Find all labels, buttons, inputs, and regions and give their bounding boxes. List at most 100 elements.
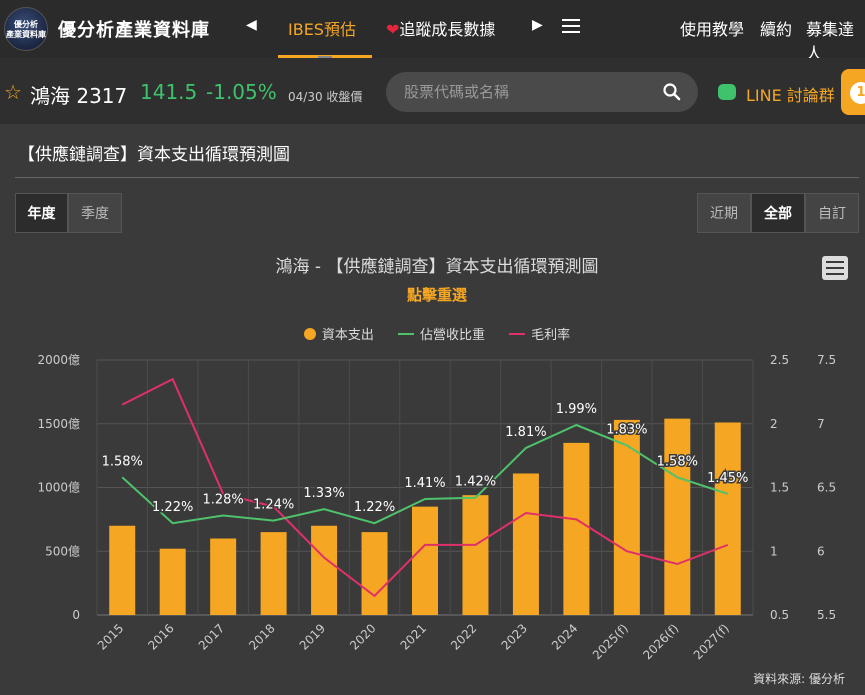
renew-link[interactable]: 續約	[760, 20, 793, 39]
period-yearly-button[interactable]: 年度	[15, 193, 68, 233]
y-right1-tick-label: 2.5	[770, 353, 789, 367]
x-tick-label: 2018	[246, 621, 277, 652]
stock-price: 141.5	[140, 80, 198, 104]
x-tick-label: 2015	[95, 621, 126, 652]
section-title: 【供應鏈調查】資本支出循環預測圖	[18, 145, 290, 165]
nav-next-arrow-icon[interactable]: ▶	[532, 17, 543, 33]
revenue-ratio-data-label: 1.45%	[707, 471, 748, 486]
capex-bar	[109, 525, 136, 615]
y-left-tick-label: 0	[72, 608, 80, 622]
x-tick-label: 2026(f)	[640, 621, 681, 662]
y-left-tick-label: 500億	[45, 544, 80, 558]
capex-bar	[462, 495, 489, 615]
quote-bar: ☆ 鴻海 2317 141.5 -1.05% 04/30 收盤價 股票代碼或名稱…	[0, 58, 865, 124]
recruit-link[interactable]: 募集達人	[806, 20, 855, 63]
revenue-ratio-data-label: 1.58%	[657, 454, 698, 469]
y-right1-tick-label: 0.5	[770, 608, 789, 622]
gross-margin-line	[121, 377, 729, 598]
coin-icon: 1	[850, 82, 865, 104]
range-recent-button[interactable]: 近期	[697, 193, 751, 233]
capex-bar	[664, 418, 691, 615]
range-custom-button[interactable]: 自訂	[805, 193, 859, 233]
close-price-label: 04/30 收盤價	[288, 90, 363, 104]
y-right2-tick-label: 7.5	[817, 353, 836, 367]
capex-bar	[311, 525, 338, 615]
x-tick-label: 2024	[549, 621, 580, 652]
y-left-tick-label: 1000億	[37, 481, 80, 495]
legend-revenue-ratio-label: 佔營收比重	[419, 328, 485, 343]
y-right2-tick-label: 7	[817, 417, 825, 431]
nav-prev-arrow-icon[interactable]: ◀	[246, 17, 257, 33]
revenue-ratio-data-label: 1.42%	[455, 475, 496, 490]
revenue-ratio-data-label: 1.22%	[354, 500, 395, 515]
chart-title: 鴻海 - 【供應鏈調查】資本支出循環預測圖	[275, 257, 599, 277]
tab-ibes[interactable]: IBES預估	[288, 20, 356, 39]
line-chat-icon[interactable]	[718, 84, 736, 100]
y-left-tick-label: 2000億	[37, 353, 80, 367]
data-source-label: 資料來源: 優分析	[753, 672, 845, 686]
period-quarterly-button[interactable]: 季度	[68, 193, 122, 233]
revenue-ratio-data-label: 1.83%	[606, 422, 647, 437]
revenue-ratio-data-label: 1.22%	[152, 500, 193, 515]
x-tick-label: 2016	[145, 621, 176, 652]
revenue-ratio-data-label: 1.99%	[556, 402, 597, 417]
revenue-ratio-data-label: 1.33%	[303, 486, 344, 501]
capex-bar	[412, 506, 438, 615]
star-icon[interactable]: ☆	[4, 80, 22, 104]
points-badge[interactable]: 1	[841, 69, 865, 115]
x-tick-label: 2025(f)	[590, 621, 631, 662]
x-tick-label: 2019	[297, 621, 328, 652]
revenue-ratio-data-label: 1.24%	[253, 498, 294, 513]
site-logo[interactable]: 優分析 產業資料庫	[4, 7, 48, 51]
chart-menu-icon[interactable]	[822, 256, 848, 280]
capex-cycle-chart: 0 500億 1000億 1500億 2000億 0.5 1 1.5 2 2.5 5.5 6 6.5 7 7…	[37, 353, 836, 662]
revenue-ratio-data-label: 1.58%	[102, 454, 143, 469]
tab-tracking[interactable]: ❤追蹤成長數據	[386, 16, 495, 40]
y-right2-tick-label: 6	[817, 544, 825, 558]
chart-reset-link[interactable]: 點擊重選	[406, 286, 467, 304]
heart-icon: ❤	[386, 20, 400, 39]
tutorial-link[interactable]: 使用教學	[680, 20, 745, 39]
chart-legend: 資本支出 佔營收比重 毛利率	[0, 324, 865, 343]
hamburger-menu-icon[interactable]	[562, 19, 580, 33]
y-right1-tick-label: 1	[770, 544, 778, 558]
tab-tracking-label: 追蹤成長數據	[399, 20, 496, 39]
y-right1-tick-label: 2	[770, 417, 778, 431]
stock-name: 鴻海 2317	[30, 84, 128, 108]
revenue-ratio-data-label: 1.81%	[505, 425, 546, 440]
legend-capex-dot	[303, 328, 316, 340]
x-tick-label: 2020	[347, 621, 378, 652]
capex-bar	[159, 548, 186, 615]
capex-bar	[210, 538, 237, 615]
y-right1-tick-label: 1.5	[770, 481, 789, 495]
y-right2-tick-label: 6.5	[817, 481, 836, 495]
revenue-ratio-line	[121, 423, 729, 525]
capex-bar	[260, 532, 287, 615]
legend-item-capex[interactable]: 資本支出	[303, 324, 374, 343]
legend-gross-margin-line	[509, 333, 526, 335]
y-right2-tick-label: 5.5	[817, 608, 836, 622]
x-tick-label: 2017	[196, 621, 227, 652]
site-title[interactable]: 優分析產業資料庫	[58, 20, 210, 41]
top-nav: 優分析 產業資料庫 優分析產業資料庫 ◀ IBES預估 ❤追蹤成長數據 ▶ 使用教…	[0, 0, 865, 63]
capex-bar	[714, 422, 741, 615]
legend-capex-label: 資本支出	[321, 328, 374, 343]
search-input[interactable]: 股票代碼或名稱	[386, 72, 698, 112]
legend-item-revenue-ratio[interactable]: 佔營收比重	[397, 324, 485, 343]
search-icon[interactable]	[662, 82, 682, 102]
legend-item-gross-margin[interactable]: 毛利率	[509, 324, 570, 343]
x-tick-label: 2022	[448, 621, 479, 652]
range-all-button[interactable]: 全部	[751, 193, 805, 233]
capex-bar	[613, 419, 640, 615]
x-tick-label: 2023	[499, 621, 530, 652]
revenue-ratio-data-label: 1.28%	[202, 493, 243, 508]
x-tick-label: 2027(f)	[691, 621, 732, 662]
capex-bar	[563, 442, 590, 615]
capex-bar	[361, 532, 388, 615]
section-divider	[15, 177, 859, 178]
x-tick-label: 2021	[398, 621, 429, 652]
legend-gross-margin-label: 毛利率	[531, 328, 571, 343]
capex-bar	[512, 473, 539, 615]
legend-revenue-ratio-line	[397, 333, 414, 335]
line-group-link[interactable]: LINE 討論群	[746, 86, 835, 105]
